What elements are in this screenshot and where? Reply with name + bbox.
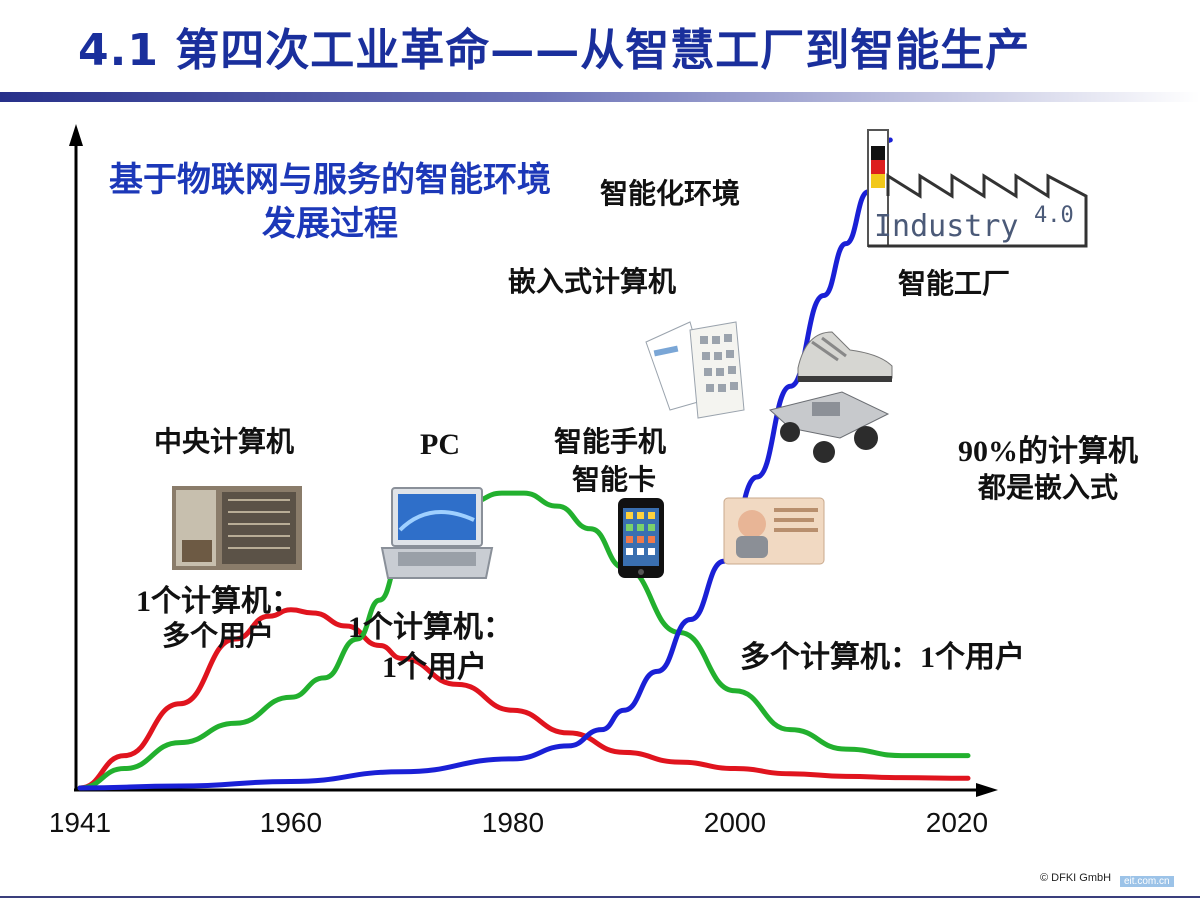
- x-tick-label-1: 1960: [260, 807, 322, 838]
- mainframe-photo: [172, 486, 302, 570]
- x-axis-arrow: [976, 783, 998, 797]
- label-pc-desc-2: 1个用户: [382, 651, 487, 684]
- label-embedded: 嵌入式计算机: [508, 265, 677, 298]
- chart-title: 基于物联网与服务的智能环境发展过程: [109, 160, 551, 244]
- series-line-1: [77, 490, 971, 791]
- label-smart-env: 智能化环境: [600, 177, 741, 210]
- documents-image: [645, 321, 745, 419]
- label-mainframe-desc-1: 1个计算机：: [136, 585, 301, 618]
- id-card-image: [723, 497, 825, 565]
- y-axis-arrow: [69, 124, 83, 146]
- industry-4-logo: Industry 4.0: [867, 129, 1088, 248]
- robot-car-image: [768, 391, 890, 463]
- title-underline-bar: [0, 92, 1200, 102]
- label-mainframe: 中央计算机: [154, 425, 295, 458]
- copyright-text: © DFKI GmbH: [1040, 872, 1112, 884]
- series-line-0: [77, 607, 971, 791]
- slide-title: 4.1 第四次工业革命——从智慧工厂到智能生产: [78, 25, 1031, 76]
- label-many-computers: 多个计算机：1个用户: [740, 641, 1025, 674]
- series-line-2: [77, 137, 893, 791]
- industry-logo-version: 4.0: [1034, 203, 1074, 228]
- x-tick-label-0: 1941: [49, 807, 111, 838]
- label-smartcard: 智能卡: [572, 463, 657, 496]
- x-tick-label-3: 2000: [704, 807, 766, 838]
- label-pc: PC: [420, 428, 460, 461]
- industry-logo-text: Industry: [874, 209, 1019, 244]
- laptop-image: [380, 487, 494, 579]
- smartphone-image: [618, 498, 664, 578]
- label-pc-desc-1: 1个计算机：: [348, 611, 513, 644]
- label-embedded-pct-1: 90%的计算机: [958, 435, 1138, 468]
- label-mainframe-desc-2: 多个用户: [162, 619, 275, 652]
- x-tick-label-4: 2020: [926, 807, 988, 838]
- label-smartphone: 智能手机: [554, 425, 667, 458]
- x-tick-label-2: 1980: [482, 807, 544, 838]
- watermark-text: eit.com.cn: [1120, 876, 1174, 887]
- label-smart-factory: 智能工厂: [898, 267, 1011, 300]
- label-embedded-pct-2: 都是嵌入式: [977, 471, 1118, 504]
- sneaker-image: [797, 331, 893, 382]
- footer-bar: [0, 896, 1200, 898]
